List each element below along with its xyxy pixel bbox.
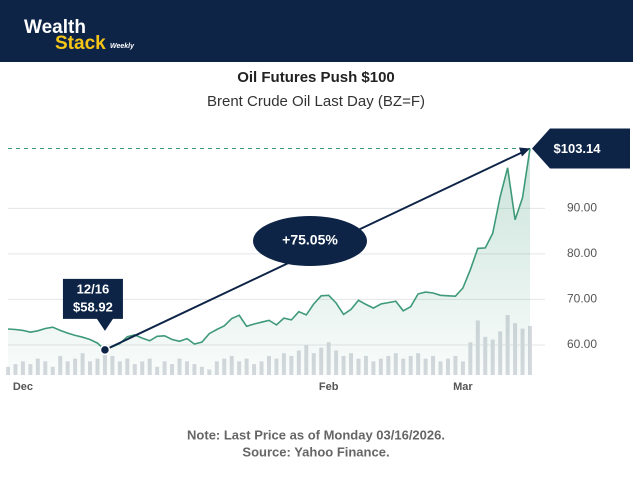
change-label: +75.05% <box>282 232 338 248</box>
x-tick-label: Dec <box>13 381 33 393</box>
y-tick-label: 60.00 <box>567 337 597 351</box>
y-tick-label: 90.00 <box>567 200 597 214</box>
low-date: 12/16 <box>77 281 110 296</box>
low-callout <box>62 278 123 331</box>
last-callout <box>532 128 630 169</box>
change-badge <box>253 216 367 266</box>
y-tick-label: 70.00 <box>567 292 597 306</box>
last-label: $103.14 <box>554 141 602 156</box>
header-bar <box>0 0 633 62</box>
arrow-head <box>519 147 530 157</box>
line <box>7 148 531 351</box>
area <box>8 148 530 375</box>
low-point <box>99 344 111 356</box>
x-tick-label: Feb <box>319 381 339 393</box>
source: Source: Yahoo Finance. <box>242 444 389 459</box>
brand-top: Wealth <box>24 17 86 38</box>
low-label: $58.92 <box>73 299 113 314</box>
brand-bottom: Stack <box>55 33 106 54</box>
x-tick-label: Mar <box>453 381 473 393</box>
y-tick-label: 80.00 <box>567 246 597 260</box>
note: Note: Last Price as of Monday 03/16/2026… <box>187 427 445 442</box>
chart-title: Oil Futures Push $100 <box>237 69 395 86</box>
brand-tag: Weekly <box>110 43 135 50</box>
chart-subtitle: Brent Crude Oil Last Day (BZ=F) <box>207 93 425 110</box>
